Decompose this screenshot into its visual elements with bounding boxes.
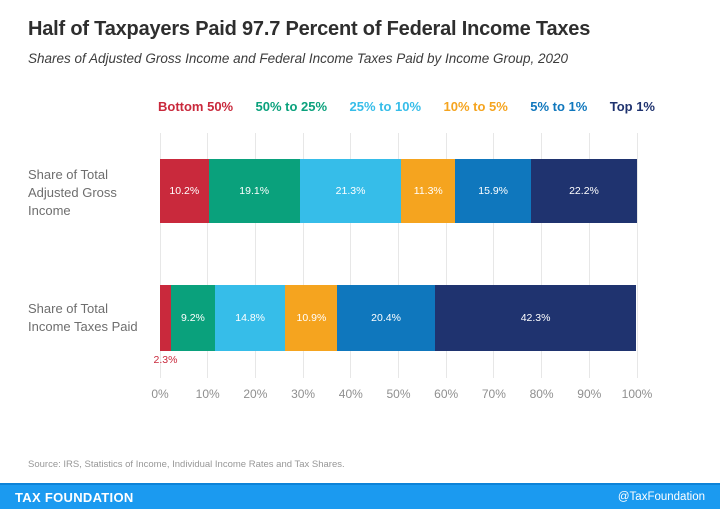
x-axis-tick-label: 10%: [195, 387, 220, 401]
source-note: Source: IRS, Statistics of Income, Indiv…: [28, 459, 345, 470]
gridline: [493, 133, 495, 378]
segment-value-label: 15.9%: [478, 185, 509, 197]
footer-bar: TAX FOUNDATION @TaxFoundation: [0, 483, 720, 509]
segment-value-label: 21.3%: [335, 185, 366, 197]
bar-segment: 10.2%: [160, 159, 209, 223]
gridline: [207, 133, 209, 378]
twitter-handle[interactable]: @TaxFoundation: [617, 491, 705, 503]
bar-segment: 42.3%: [434, 285, 637, 351]
bar-segment: 20.4%: [337, 285, 435, 351]
segment-value-label: 20.4%: [371, 312, 401, 324]
x-axis-tick-label: 90%: [577, 387, 602, 401]
gridline: [588, 133, 590, 378]
bar-row-label: Share of Total Adjusted Gross Income: [28, 167, 117, 219]
plot-area: 0% 10% 20% 30% 40% 50% 60% 70% 80% 90% 100% 10.2% 19…: [151, 133, 652, 401]
x-axis-tick-label: 80%: [529, 387, 554, 401]
bar-segment: 22.2%: [531, 159, 637, 223]
legend-item: 5% to 1%: [530, 99, 588, 114]
x-axis-tick-label: 40%: [338, 387, 363, 401]
gridline: [254, 133, 256, 378]
segment-value-label: 22.2%: [569, 185, 599, 197]
x-axis-tick-label: 70%: [481, 387, 506, 401]
legend-item: 25% to 10%: [349, 99, 422, 114]
chart-subtitle: Shares of Adjusted Gross Income and Fede…: [28, 51, 569, 66]
bar-segment: 11.3%: [401, 159, 456, 223]
gridline: [302, 133, 304, 378]
legend-item: 50% to 25%: [255, 99, 328, 114]
bar-segment: 10.9%: [285, 285, 338, 351]
segment-value-label: 19.1%: [239, 185, 270, 197]
x-axis-tick-label: 100%: [621, 387, 653, 401]
bar-row-label: Share of Total Income Taxes Paid: [28, 301, 138, 335]
gridline: [445, 133, 447, 378]
gridline: [541, 133, 543, 378]
segment-value-label: 9.2%: [180, 312, 205, 324]
bar-segment: 14.8%: [214, 285, 286, 351]
chart-title: Half of Taxpayers Paid 97.7 Percent of F…: [28, 18, 591, 40]
x-axis-tick-label: 60%: [434, 387, 459, 401]
bar-segment: 15.9%: [455, 159, 532, 223]
segment-value-label: 11.3%: [413, 185, 443, 197]
segment-value-label-outside: 2.3%: [153, 354, 178, 366]
gridline: [398, 133, 399, 378]
gridline: [636, 133, 638, 378]
x-axis-tick-label: 20%: [243, 387, 268, 401]
segment-value-label: 14.8%: [235, 312, 266, 324]
bar-segment: [160, 285, 171, 351]
segment-value-label: 10.9%: [296, 312, 327, 324]
x-axis-tick-label: 30%: [291, 387, 316, 401]
legend-item: Bottom 50%: [158, 99, 234, 114]
gridline: [350, 133, 352, 378]
bar-segment: 9.2%: [170, 285, 215, 351]
stacked-bar: 9.2% 14.8% 10.9% 20.4% 42.3%: [160, 285, 637, 351]
x-axis-tick-label: 50%: [386, 387, 411, 401]
x-axis-tick-label: 0%: [151, 387, 169, 401]
segment-value-label: 10.2%: [169, 185, 200, 197]
gridline: [159, 133, 161, 378]
legend-item: Top 1%: [609, 99, 655, 114]
bar-segment: 21.3%: [299, 159, 402, 223]
stacked-bar: 10.2% 19.1% 21.3% 11.3% 15.9% 22.2%: [160, 159, 637, 223]
segment-value-label: 42.3%: [520, 312, 551, 324]
legend: Bottom 50% 50% to 25% 25% to 10% 10% to 5% 5…: [158, 99, 655, 114]
bar-segment: 19.1%: [208, 159, 300, 223]
legend-item: 10% to 5%: [443, 99, 508, 114]
brand-logo-text: TAX FOUNDATION: [15, 489, 134, 505]
